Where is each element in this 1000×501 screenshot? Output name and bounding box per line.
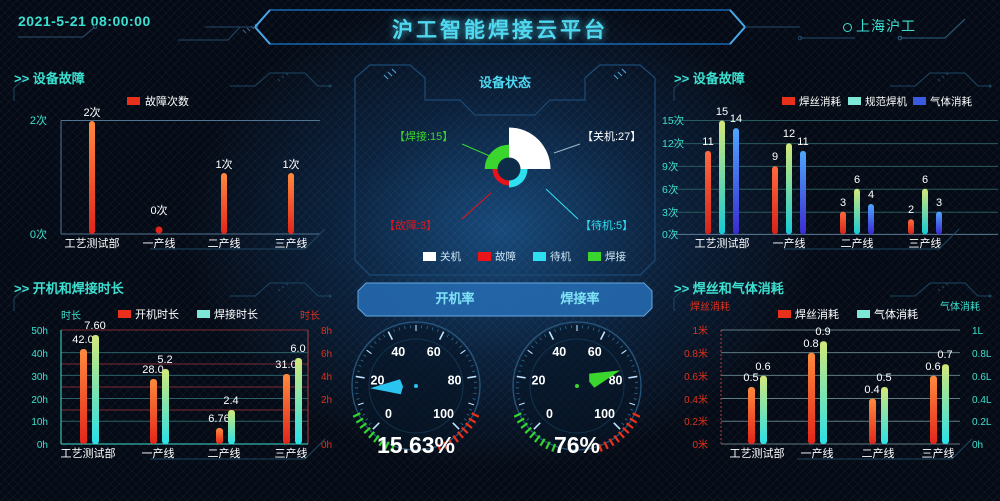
- svg-text:0: 0: [546, 407, 553, 421]
- svg-text:15.63%: 15.63%: [377, 432, 455, 458]
- svg-text:100: 100: [594, 407, 615, 421]
- svg-text:100: 100: [433, 407, 454, 421]
- svg-text:60: 60: [427, 345, 441, 359]
- svg-text:80: 80: [448, 373, 462, 387]
- svg-text:60: 60: [588, 345, 602, 359]
- svg-text:20: 20: [532, 373, 546, 387]
- svg-text:40: 40: [391, 345, 405, 359]
- svg-text:76%: 76%: [554, 432, 600, 458]
- svg-text:0: 0: [385, 407, 392, 421]
- svg-text:40: 40: [552, 345, 566, 359]
